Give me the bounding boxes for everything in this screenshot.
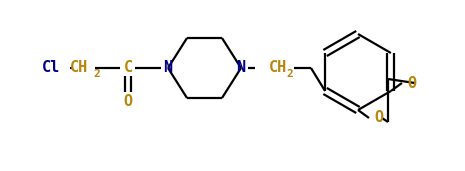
Text: C: C [123, 61, 133, 76]
Text: O: O [374, 110, 383, 126]
Text: O: O [123, 95, 133, 109]
Text: CH: CH [269, 61, 287, 76]
Text: O: O [407, 76, 416, 90]
Text: N: N [163, 61, 173, 76]
Text: 2: 2 [286, 69, 293, 79]
Text: N: N [236, 61, 246, 76]
Text: Cl: Cl [42, 61, 60, 76]
Text: 2: 2 [93, 69, 100, 79]
Text: CH: CH [70, 61, 88, 76]
